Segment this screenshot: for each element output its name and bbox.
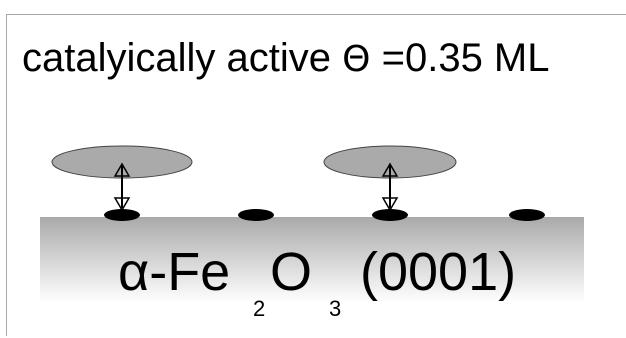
- substrate-label-prefix: α-Fe: [118, 242, 230, 302]
- substrate-label-middle: O: [270, 242, 312, 302]
- frame-left-border: [6, 14, 7, 336]
- substrate-subscript-1: 2: [253, 296, 265, 321]
- double-headed-arrow-icon: [381, 162, 399, 212]
- frame-top-border: [6, 14, 626, 15]
- substrate-slab: [40, 217, 584, 303]
- surface-site-1: [104, 209, 140, 221]
- double-headed-arrow-icon: [113, 162, 131, 212]
- surface-site-3: [372, 209, 408, 221]
- surface-site-4: [509, 209, 545, 221]
- heading-text: catalyically active: [22, 36, 332, 80]
- substrate-subscript-2: 3: [329, 296, 341, 321]
- theta-symbol: Θ: [342, 39, 371, 80]
- coverage-heading: catalyically active Θ =0.35 ML: [22, 32, 550, 86]
- substrate-label-suffix: (0001): [360, 242, 516, 302]
- surface-site-2: [238, 209, 274, 221]
- coverage-value: =0.35 ML: [381, 36, 550, 80]
